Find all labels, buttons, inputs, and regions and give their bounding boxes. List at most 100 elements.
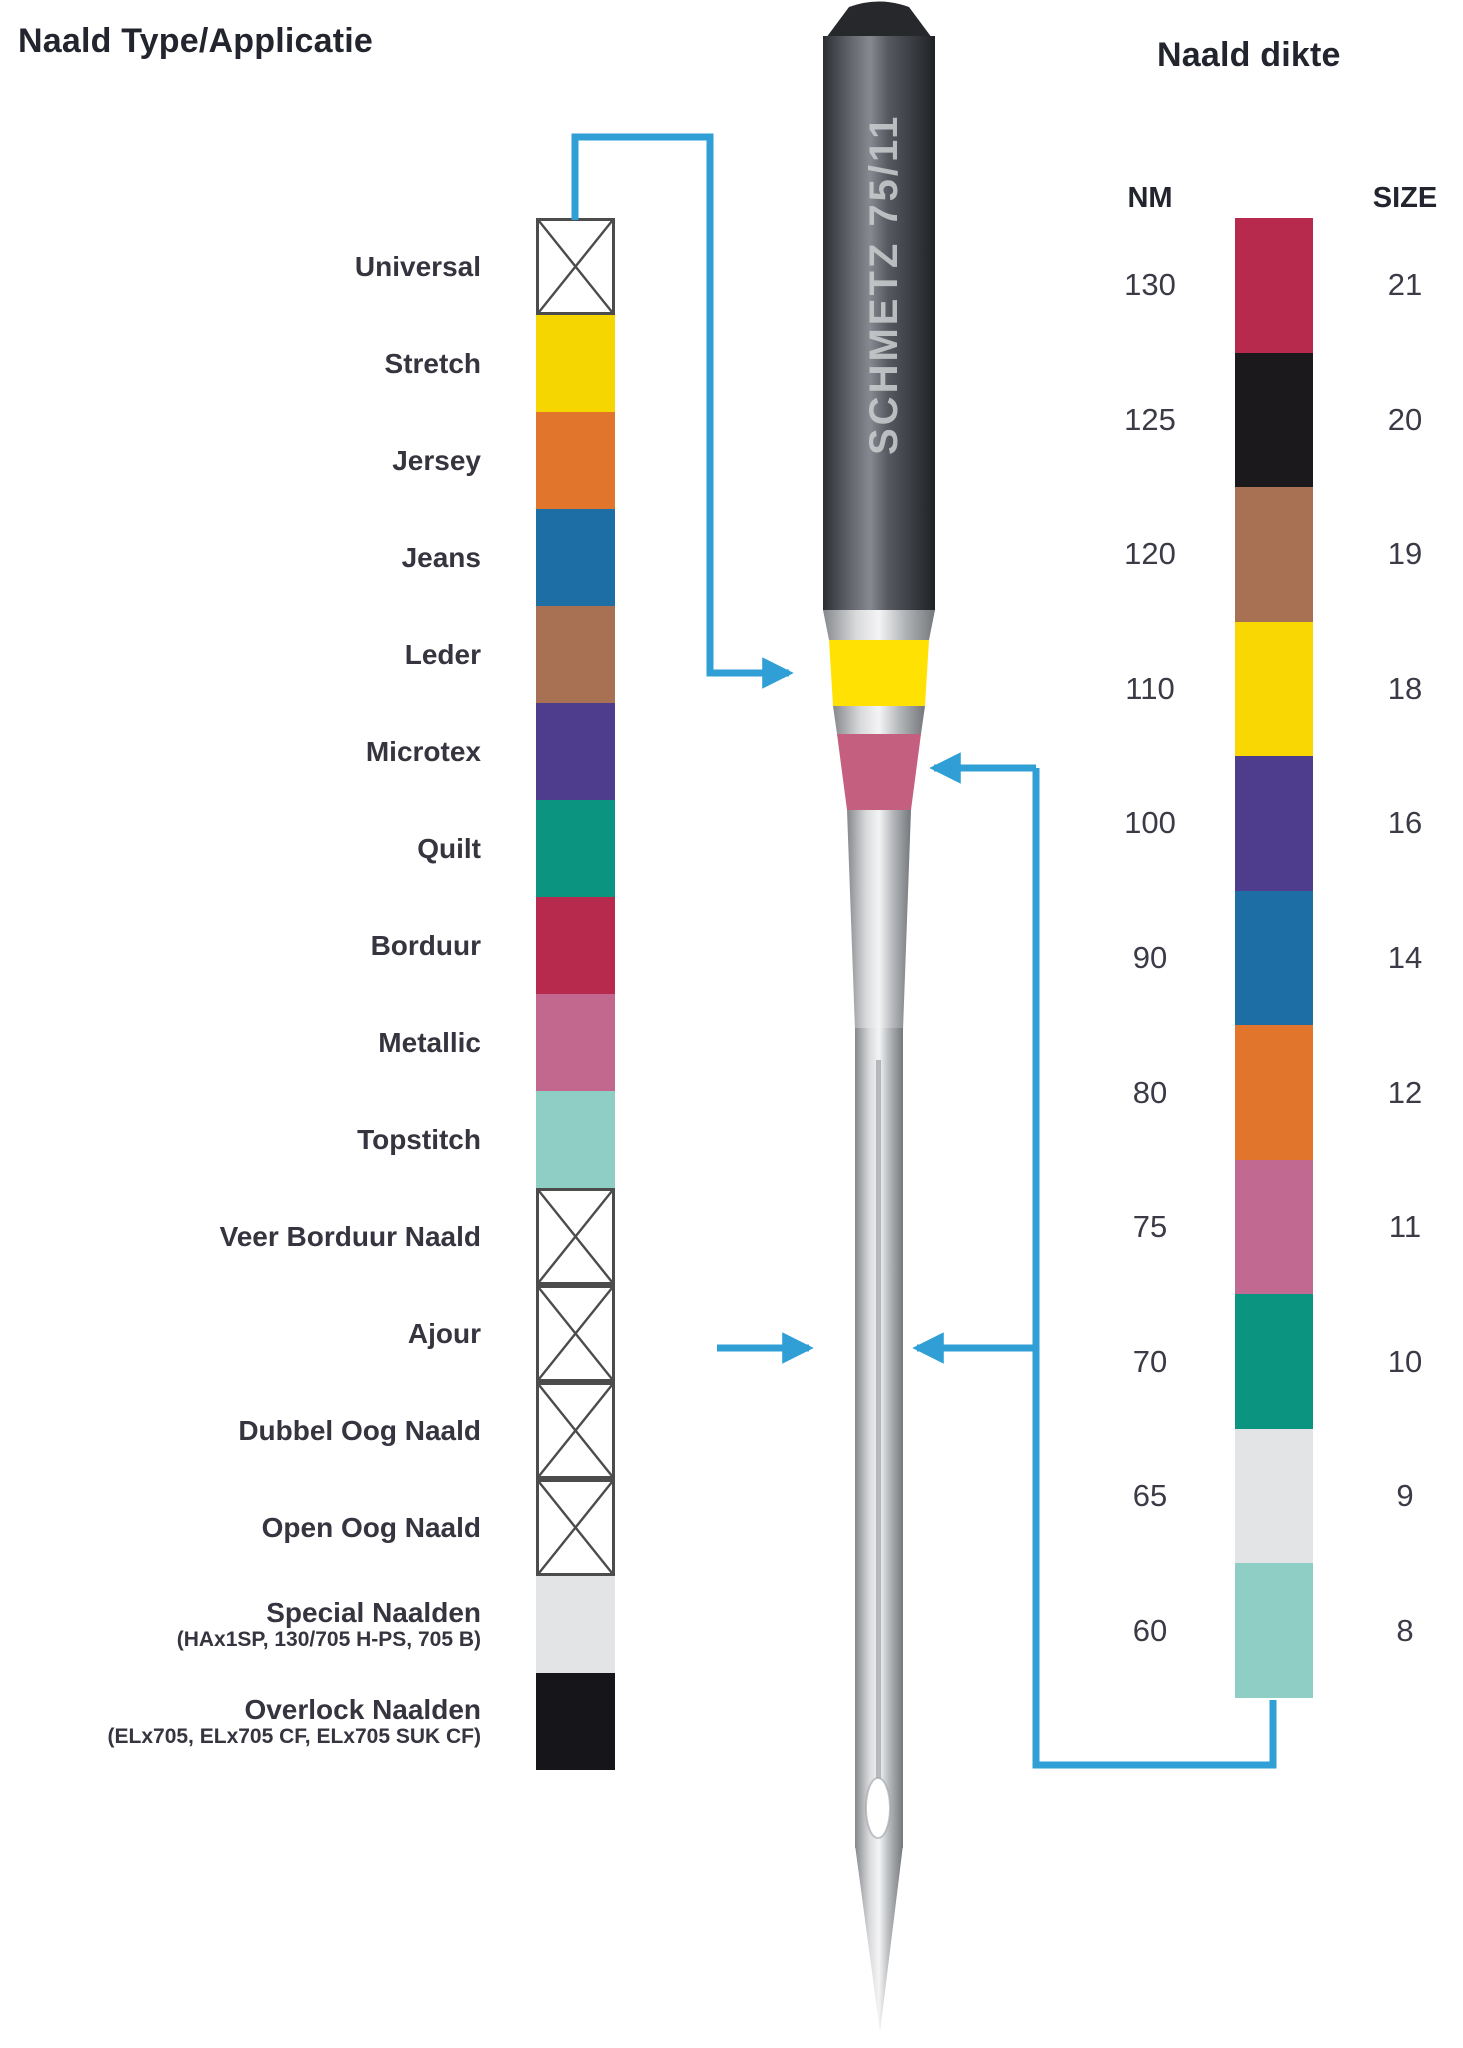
nm-value: 80 [1132,1074,1168,1110]
legend-row-jeans: Jeans [0,509,481,606]
cross-pattern-icon [539,1385,612,1476]
legend-row-dubbel-oog-naald: Dubbel Oog Naald [0,1382,481,1479]
size-swatch-120-19 [1235,487,1313,622]
swatch-dubbel-oog-naald [536,1382,615,1479]
swatch-borduur [536,897,615,994]
size-value: 18 [1387,670,1423,706]
size-swatch-125-20 [1235,352,1313,488]
size-swatch-75-11 [1235,1159,1313,1295]
size-value: 10 [1387,1343,1423,1379]
swatch-jeans [536,509,615,606]
legend-row-borduur: Borduur [0,897,481,994]
size-value: 14 [1387,940,1423,975]
needle-groove [876,1060,881,1780]
size-value: 9 [1396,1478,1414,1514]
legend-row-ajour: Ajour [0,1285,481,1382]
legend-label: Topstitch [357,1123,481,1155]
legend-label: Metallic [378,1026,481,1058]
legend-label: Universal [354,250,481,282]
legend-row-metallic: Metallic [0,994,481,1091]
legend-row-universal: Universal [0,218,481,315]
needle-type-label-list: Universal Stretch Jersey Jeans Leder Mic… [0,218,481,1770]
swatch-metallic [536,994,615,1091]
needle-size-color-bar [1235,218,1313,1699]
needle-engraving: SCHMETZ 75/11 [862,114,906,455]
nm-value: 100 [1124,805,1176,841]
swatch-quilt [536,800,615,897]
swatch-veer-borduur-naald [536,1188,615,1285]
size-value: 21 [1387,267,1423,303]
swatch-leder [536,606,615,703]
legend-label: Veer Borduur Naald [219,1220,481,1252]
legend-label: Leder [404,638,481,670]
legend-label: Open Oog Naald [261,1511,481,1543]
needle-type-band-yellow [829,640,929,706]
needle-butt [823,1,935,42]
size-value: 20 [1387,401,1423,437]
needle-shank [823,36,935,610]
swatch-open-oog-naald [536,1479,615,1576]
legend-label: Jeans [401,541,481,573]
size-value: 8 [1396,1612,1414,1648]
swatch-universal [536,218,615,315]
legend-label: Jersey [392,444,481,476]
swatch-overlock-naalden [536,1673,615,1770]
needle-size-band-pink [837,734,921,810]
swatch-stretch [536,315,615,412]
swatch-microtex [536,703,615,800]
size-value: 11 [1388,1209,1422,1245]
needle-taper [847,810,911,1030]
swatch-topstitch [536,1091,615,1188]
nm-value: 75 [1132,1209,1168,1245]
legend-row-topstitch: Topstitch [0,1091,481,1188]
legend-label: Dubbel Oog Naald [238,1414,481,1446]
left-column-title: Naald Type/Applicatie [18,22,373,60]
legend-row-veer-borduur-naald: Veer Borduur Naald [0,1188,481,1285]
size-swatch-65-9 [1235,1428,1313,1564]
legend-row-microtex: Microtex [0,703,481,800]
needle-eye-outline [865,1777,891,1839]
needle-type-color-bar [536,218,615,1770]
legend-label: Borduur [370,929,481,961]
size-swatch-90-14 [1235,890,1313,1026]
legend-row-stretch: Stretch [0,315,481,412]
swatch-jersey [536,412,615,509]
nm-value: 130 [1124,267,1176,303]
size-value-column: 21 20 19 18 16 14 12 11 10 9 8 [1340,218,1463,1698]
legend-label: Microtex [365,735,481,767]
legend-row-special-naalden: Special Naalden (HAx1SP, 130/705 H-PS, 7… [0,1576,481,1673]
nm-value-column: 130 125 120 110 100 90 80 75 70 65 60 [1085,218,1215,1698]
legend-label: Ajour [407,1317,481,1349]
needle-point [855,1845,903,2032]
size-swatch-60-8 [1235,1563,1313,1699]
needle-cone [823,610,935,640]
nm-value: 60 [1132,1612,1168,1648]
legend-row-leder: Leder [0,606,481,703]
legend-sublabel: (ELx705, ELx705 CF, ELx705 SUK CF) [107,1725,481,1749]
legend-sublabel: (HAx1SP, 130/705 H-PS, 705 B) [176,1628,481,1652]
legend-row-jersey: Jersey [0,412,481,509]
swatch-ajour [536,1285,615,1382]
size-value: 12 [1387,1074,1423,1110]
right-column-title: Naald dikte [1157,36,1341,74]
cross-pattern-icon [539,1482,612,1573]
size-swatch-80-12 [1235,1025,1313,1160]
nm-value: 110 [1125,670,1175,706]
legend-row-open-oog-naald: Open Oog Naald [0,1479,481,1576]
legend-row-quilt: Quilt [0,800,481,897]
size-value: 19 [1387,536,1423,572]
needle-shaft [855,1028,903,1848]
cross-pattern-icon [539,1288,612,1379]
size-value: 16 [1387,805,1423,841]
size-swatch-100-16 [1235,756,1313,891]
nm-column-header: NM [1127,182,1173,214]
nm-value: 70 [1132,1343,1168,1379]
legend-label: Quilt [417,832,481,864]
cross-pattern-icon [539,1191,612,1282]
legend-label: Stretch [384,347,481,379]
size-swatch-130-21 [1235,218,1313,353]
legend-row-overlock-naalden: Overlock Naalden (ELx705, ELx705 CF, ELx… [0,1673,481,1770]
needle-ring [833,706,925,734]
needle-eye [866,1778,890,1838]
legend-label: Overlock Naalden [244,1693,481,1725]
